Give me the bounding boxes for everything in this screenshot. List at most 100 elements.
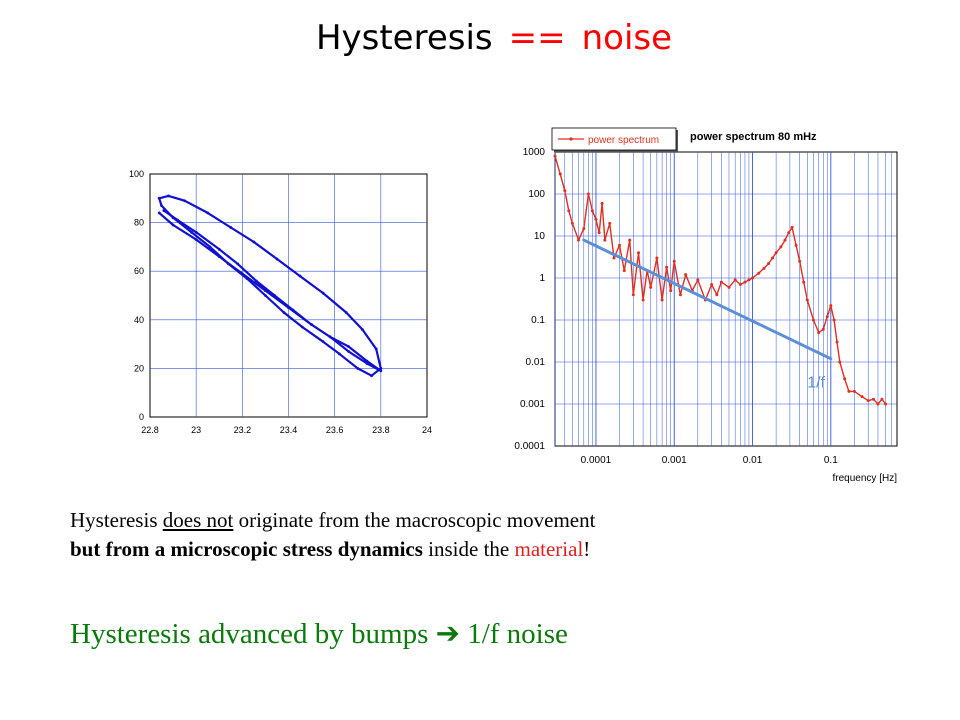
y-tick-label: 60: [134, 266, 144, 276]
spectrum-point: [747, 278, 751, 282]
line2-mid: inside the: [422, 537, 515, 561]
legend-swatch-point: [569, 137, 573, 141]
spectrum-point: [719, 280, 723, 284]
statement-line-2: but from a microscopic stress dynamics i…: [70, 537, 890, 562]
spectrum-point: [649, 285, 653, 289]
line3-start: Hysteresis advanced by bumps: [70, 618, 436, 650]
spectrum-point: [618, 243, 622, 247]
spectrum-point: [665, 265, 669, 269]
legend-label: power spectrum: [588, 135, 659, 146]
spectrum-point: [802, 280, 806, 284]
spectrum-point: [684, 273, 688, 277]
statement-line-1: Hysteresis does not originate from the m…: [70, 508, 890, 533]
x-tick-label: 23.2: [234, 425, 252, 435]
spectrum-point: [884, 402, 888, 406]
spectrum-point: [586, 192, 590, 196]
spectrum-point: [738, 283, 742, 287]
chart-title: power spectrum 80 mHz: [690, 131, 817, 143]
spectrum-point: [600, 201, 604, 205]
spectrum-point: [672, 259, 676, 263]
conclusion-line: Hysteresis advanced by bumps ➔ 1/f noise: [70, 616, 890, 651]
spectrum-point: [594, 217, 598, 221]
spectrum-point: [655, 256, 659, 260]
spectrum-point: [771, 256, 775, 260]
x-tick-label: 23: [191, 425, 201, 435]
spectrum-point: [811, 318, 815, 322]
x-axis-label: frequency [Hz]: [833, 473, 898, 484]
spectrum-point: [829, 304, 833, 308]
legend-box: [551, 127, 677, 151]
line3-end: 1/f noise: [459, 618, 568, 650]
spectrum-point: [767, 262, 771, 266]
spectrum-point: [876, 402, 880, 406]
x-tick-label: 24: [422, 425, 432, 435]
spectrum-point: [669, 289, 673, 293]
spectrum-point: [880, 397, 884, 401]
spectrum-point: [727, 285, 731, 289]
spectrum-point: [852, 389, 856, 393]
spectrum-point: [762, 266, 766, 270]
y-tick-label: 0.0001: [514, 441, 545, 452]
line2-bold: but from a microscopic stress dynamics: [70, 537, 423, 561]
spectrum-point: [660, 298, 664, 302]
x-tick-label: 22.8: [141, 425, 159, 435]
x-tick-label: 23.4: [280, 425, 298, 435]
x-tick-label: 23.8: [372, 425, 390, 435]
power-spectrum-line: [554, 155, 887, 405]
spectrum-point: [817, 331, 821, 335]
spectrum-point: [860, 395, 864, 399]
line1-start: Hysteresis: [70, 508, 163, 532]
spectrum-point: [751, 276, 755, 280]
line1-end: originate from the macroscopic movement: [233, 508, 596, 532]
y-tick-label: 0.1: [531, 315, 545, 326]
y-tick-label: 0.01: [526, 357, 546, 368]
spectrum-point: [608, 221, 612, 225]
spectrum-point: [637, 251, 641, 255]
spectrum-point: [757, 271, 761, 275]
spectrum-point: [622, 269, 626, 273]
spectrum-point: [710, 283, 714, 287]
x-tick-label: 0.1: [824, 455, 838, 466]
spectrum-point: [843, 377, 847, 381]
plot-area: [554, 151, 898, 447]
spectrum-point: [821, 327, 825, 331]
fit-line-label: 1/f: [807, 374, 825, 391]
spectrum-point: [838, 360, 842, 364]
spectrum-point: [582, 227, 586, 231]
spectrum-point: [774, 251, 778, 255]
y-tick-label: 0: [139, 412, 144, 422]
spectrum-point: [641, 298, 645, 302]
spectrum-point: [567, 209, 571, 213]
spectrum-point: [733, 278, 737, 282]
spectrum-point: [866, 399, 870, 403]
hysteresis-loop-1: [158, 194, 382, 377]
x-tick-label: 23.6: [326, 425, 344, 435]
one-over-f-fit-line: [582, 238, 833, 361]
spectrum-point: [847, 389, 851, 393]
y-tick-label: 0.001: [520, 399, 545, 410]
title-noise: noise: [581, 18, 673, 58]
spectrum-point: [805, 298, 809, 302]
slide-title: Hysteresis == noise: [0, 18, 960, 58]
spectrum-point: [570, 221, 574, 225]
spectrum-point: [871, 397, 875, 401]
y-tick-label: 40: [134, 315, 144, 325]
spectrum-point: [783, 238, 787, 242]
title-hysteresis: Hysteresis: [315, 18, 493, 58]
spectrum-point: [563, 189, 567, 193]
line2-material: material: [514, 537, 584, 561]
spectrum-point: [678, 293, 682, 297]
spectrum-point: [825, 315, 829, 319]
spectrum-point: [597, 231, 601, 235]
line1-underlined: does not: [162, 508, 234, 532]
y-tick-label: 20: [134, 363, 144, 373]
spectrum-point: [787, 231, 791, 235]
title-equals: ==: [508, 18, 566, 58]
spectrum-point: [715, 293, 719, 297]
x-tick-label: 0.0001: [581, 455, 612, 466]
spectrum-point: [590, 209, 594, 213]
y-tick-label: 100: [129, 169, 144, 179]
y-tick-label: 1000: [523, 147, 546, 158]
spectrum-point: [779, 245, 783, 249]
spectrum-point: [835, 340, 839, 344]
